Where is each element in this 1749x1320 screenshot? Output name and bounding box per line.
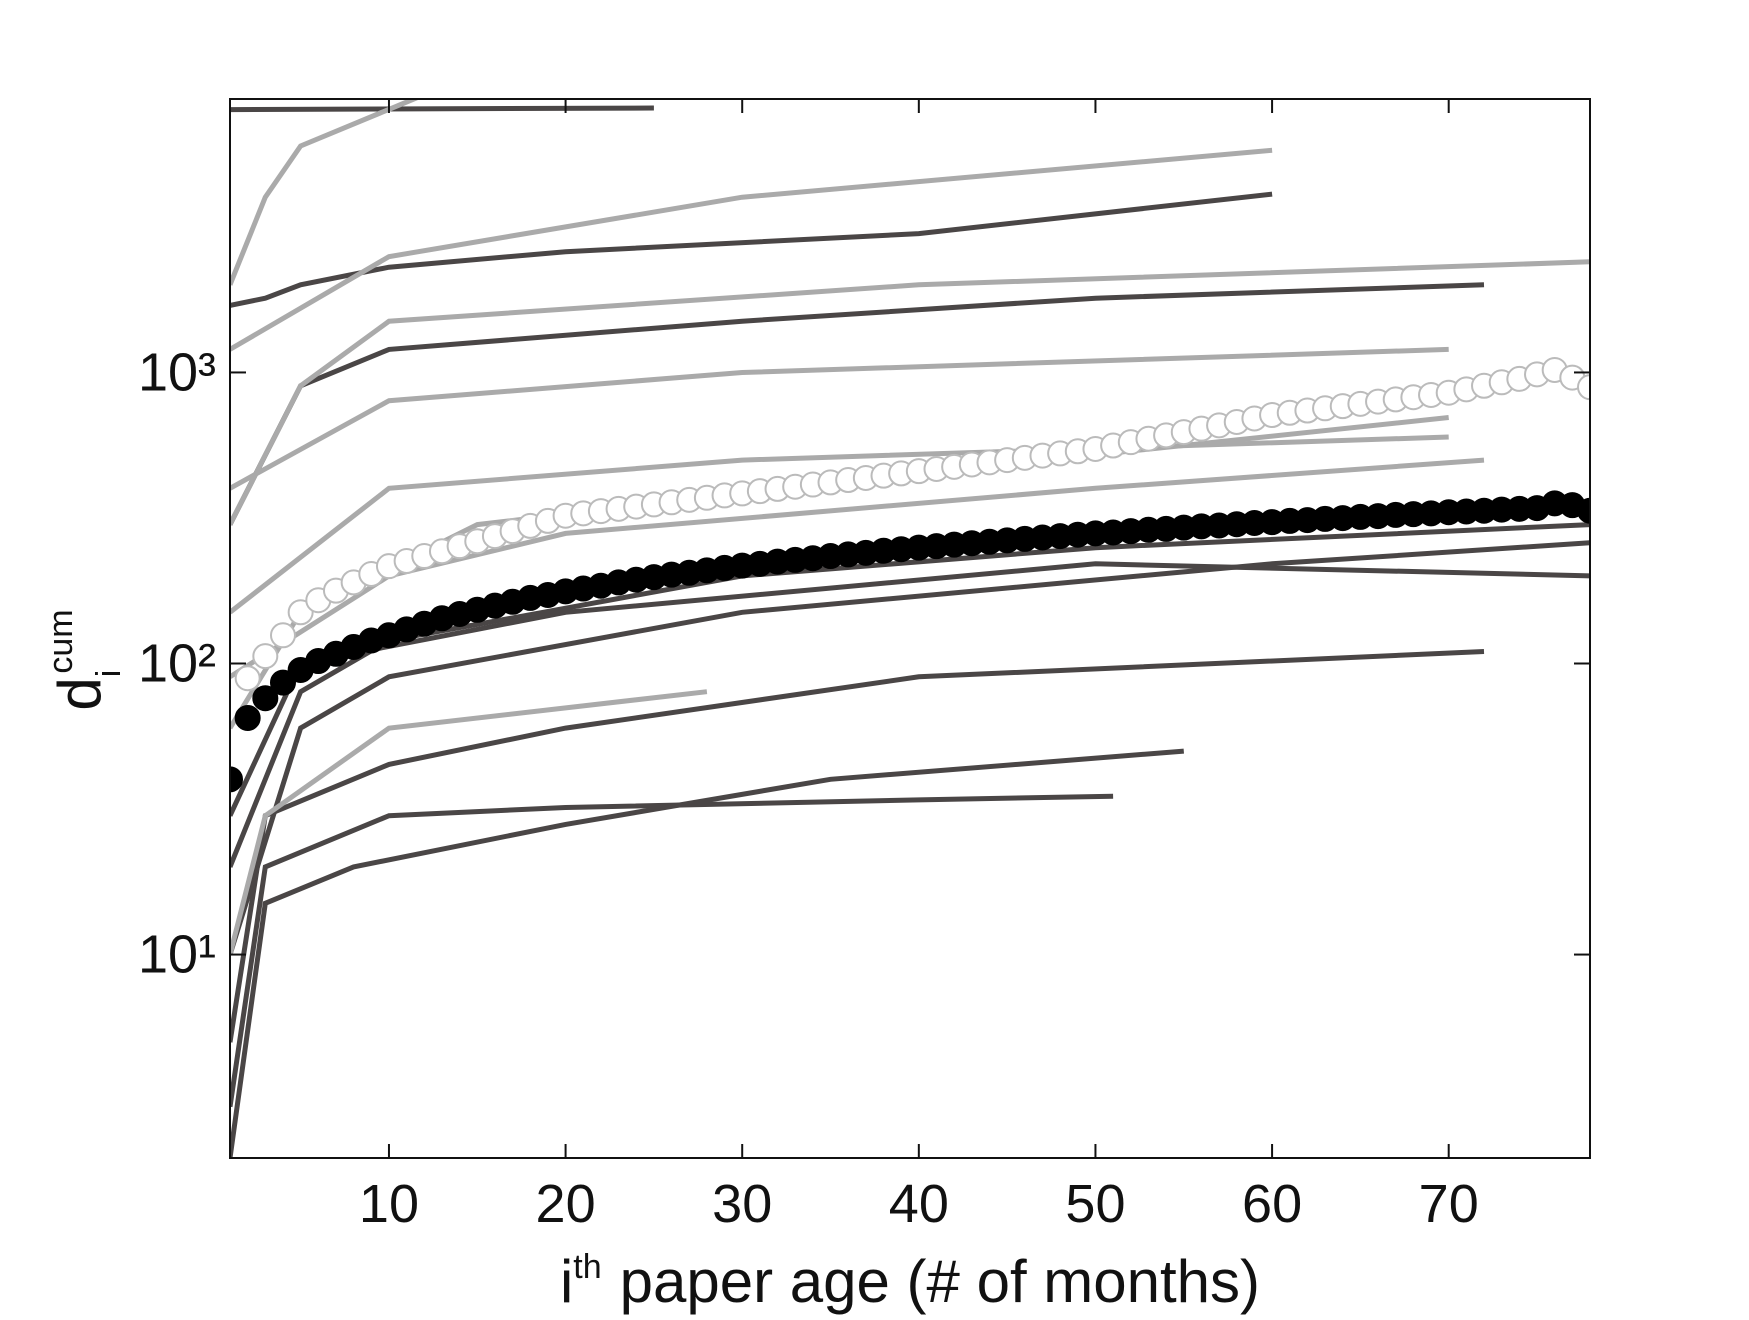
x-label-sup: th: [573, 1248, 601, 1286]
data-point: [1577, 497, 1590, 524]
data-point: [234, 665, 261, 692]
x-tick-label: 60: [1242, 1174, 1302, 1234]
data-point: [252, 643, 279, 670]
data-line: [230, 191, 1273, 308]
data-line: [230, 689, 708, 956]
plot-frame: [229, 98, 1591, 1159]
data-line: [230, 259, 1590, 526]
data-line: [230, 415, 1449, 730]
y-tick-label: 10¹: [138, 925, 216, 985]
data-point: [252, 685, 279, 712]
x-label-base: i: [560, 1248, 573, 1315]
data-line: [230, 748, 1184, 1158]
data-line: [230, 99, 421, 286]
data-line: [230, 346, 1449, 491]
data-point: [230, 766, 243, 793]
data-point: [1577, 374, 1590, 401]
x-tick-label: 40: [889, 1174, 949, 1234]
x-tick-label: 10: [359, 1174, 419, 1234]
data-line: [230, 457, 1485, 679]
data-line: [230, 793, 1114, 1108]
x-label-text: paper age (# of months): [620, 1248, 1260, 1315]
x-tick-label: 30: [712, 1174, 772, 1234]
plot-area: [230, 99, 1590, 1158]
y-label-sub: i: [90, 670, 128, 678]
data-point: [269, 622, 296, 649]
y-tick-label: 10³: [138, 342, 216, 402]
data-line: [230, 105, 654, 113]
data-line: [230, 147, 1273, 352]
data-point: [234, 704, 261, 731]
y-label-sup: cum: [42, 609, 80, 673]
axes: 10 20 30 40 50 60 70 10¹ 10² 10³: [138, 98, 1591, 1234]
x-tick-label: 70: [1419, 1174, 1479, 1234]
y-label-base: d: [46, 677, 113, 710]
y-axis-label: di cum: [42, 609, 128, 710]
x-tick-label: 20: [536, 1174, 596, 1234]
data-line: [230, 649, 1485, 1043]
data-line: [230, 540, 1590, 956]
x-axis-label: ith paper age (# of months): [560, 1248, 1260, 1315]
data-line: [230, 522, 1590, 868]
data-line: [230, 561, 1590, 817]
data-point: [269, 669, 296, 696]
y-tick-label: 10²: [138, 634, 216, 694]
x-tick-label: 50: [1065, 1174, 1125, 1234]
data-point: [287, 599, 314, 626]
